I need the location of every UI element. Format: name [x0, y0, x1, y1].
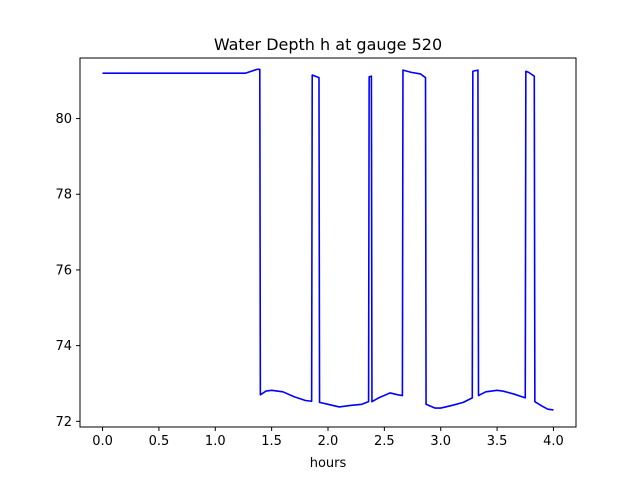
y-tick-label: 72 — [55, 415, 72, 430]
y-axis-ticks: 72 74 76 78 80 — [55, 112, 80, 430]
x-axis-ticks: 0.0 0.5 1.0 1.5 2.0 2.5 3.0 3.5 4.0 — [92, 427, 564, 449]
x-tick-label: 2.0 — [318, 434, 339, 449]
x-tick-label: 2.5 — [374, 434, 395, 449]
y-tick-label: 78 — [55, 188, 72, 203]
x-axis-label: hours — [310, 456, 347, 471]
y-tick-label: 74 — [55, 339, 72, 354]
y-tick-label: 76 — [55, 263, 72, 278]
x-tick-label: 3.5 — [487, 434, 508, 449]
x-tick-label: 1.5 — [261, 434, 282, 449]
y-tick-label: 80 — [55, 112, 72, 127]
x-tick-label: 4.0 — [543, 434, 564, 449]
series-line-0 — [102, 68, 554, 411]
x-tick-label: 0.5 — [149, 434, 170, 449]
x-tick-label: 0.0 — [92, 434, 113, 449]
x-tick-label: 3.0 — [430, 434, 451, 449]
chart-title: Water Depth h at gauge 520 — [214, 35, 442, 54]
x-tick-label: 1.0 — [205, 434, 226, 449]
